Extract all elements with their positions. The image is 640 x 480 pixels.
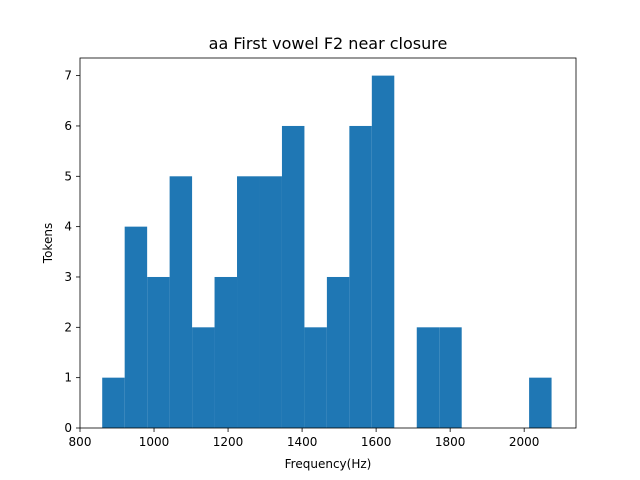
- x-tick-label: 1400: [287, 435, 318, 449]
- x-axis-label: Frequency(Hz): [285, 457, 372, 471]
- histogram-bar: [124, 226, 148, 428]
- bars-group: [102, 75, 552, 429]
- chart-title: aa First vowel F2 near closure: [209, 34, 448, 53]
- histogram-bar: [169, 176, 193, 428]
- y-axis-label: Tokens: [41, 223, 55, 264]
- y-tick-label: 1: [64, 371, 72, 385]
- histogram-bar: [529, 377, 552, 428]
- histogram-bar: [281, 125, 305, 429]
- histogram-bar: [214, 276, 238, 428]
- x-tick-label: 800: [69, 435, 92, 449]
- x-tick-label: 2000: [509, 435, 540, 449]
- histogram-bar: [192, 327, 215, 428]
- histogram-bar: [304, 327, 327, 428]
- y-tick-label: 4: [64, 220, 72, 234]
- histogram-bar: [102, 377, 125, 428]
- y-tick-label: 7: [64, 69, 72, 83]
- y-tick-label: 2: [64, 320, 72, 334]
- y-tick-label: 3: [64, 270, 72, 284]
- x-ticks-group: 800 1000 1200 1400 1600 1800 2000: [69, 428, 540, 449]
- y-tick-label: 6: [64, 119, 72, 133]
- histogram-bar: [439, 327, 462, 428]
- y-tick-label: 0: [64, 421, 72, 435]
- histogram-bar: [259, 176, 282, 428]
- histogram-bar: [349, 125, 372, 429]
- histogram-bar: [147, 276, 170, 428]
- x-tick-label: 1000: [139, 435, 170, 449]
- histogram-bar: [371, 75, 395, 428]
- y-tick-label: 5: [64, 169, 72, 183]
- histogram-bar: [237, 176, 260, 428]
- axes-frame: [79, 57, 577, 429]
- y-ticks-group: 0 1 2 3 4 5 6 7: [64, 69, 80, 435]
- x-tick-label: 1200: [213, 435, 244, 449]
- x-tick-label: 1600: [361, 435, 392, 449]
- histogram-bar: [326, 276, 350, 428]
- histogram-bar: [416, 327, 440, 428]
- x-tick-label: 1800: [435, 435, 466, 449]
